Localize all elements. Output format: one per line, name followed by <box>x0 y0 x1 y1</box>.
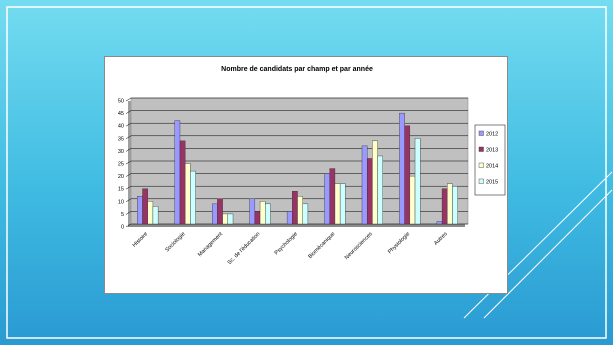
gridline-side <box>125 198 132 203</box>
bar <box>292 191 298 225</box>
bar <box>265 203 271 225</box>
x-tick-label: Management <box>197 231 224 258</box>
gridline-side <box>125 211 132 215</box>
bar <box>297 196 303 225</box>
bar <box>399 112 405 225</box>
gridline-side <box>125 122 132 127</box>
bar <box>259 201 266 225</box>
bar <box>404 125 411 225</box>
x-tick-label: Autres <box>433 231 449 247</box>
bar <box>441 188 448 225</box>
bar <box>447 183 453 225</box>
bar <box>334 183 341 225</box>
bar <box>147 201 154 225</box>
x-tick-label: Histoire <box>132 231 149 248</box>
bar <box>190 170 196 225</box>
y-tick-label: 5 <box>121 212 124 218</box>
bar <box>436 221 443 225</box>
bar <box>414 138 421 225</box>
y-tick-label: 50 <box>118 99 124 105</box>
legend-swatch <box>478 130 484 136</box>
y-tick-label: 40 <box>118 124 124 130</box>
y-tick-label: 30 <box>118 149 124 155</box>
y-tick-label: 25 <box>118 162 124 168</box>
legend: 2012 2013 2014 2015 <box>474 124 506 196</box>
legend-swatch <box>478 146 484 152</box>
bar <box>184 163 191 225</box>
legend-label: 2014 <box>486 164 498 170</box>
gridline-side <box>125 110 132 114</box>
y-tick-label: 10 <box>118 199 124 205</box>
y-tick-label: 35 <box>118 136 124 142</box>
decorative-line <box>483 189 613 319</box>
bar <box>302 203 309 225</box>
bar <box>137 196 143 225</box>
bar <box>324 173 330 225</box>
gridline-side <box>125 148 132 152</box>
bar <box>179 140 186 225</box>
bar <box>452 185 458 225</box>
gridline-side <box>125 135 132 140</box>
y-tick-label: 20 <box>118 174 124 180</box>
chart-title: Nombre de candidats par champ et par ann… <box>221 66 373 73</box>
bar <box>286 211 293 225</box>
x-tick-label: Neurosciences <box>344 231 374 261</box>
bar <box>222 213 229 225</box>
x-tick-label: Psychologie <box>274 231 299 256</box>
bar <box>339 183 346 225</box>
bar <box>174 120 181 225</box>
bar <box>372 140 378 225</box>
bar <box>249 198 256 225</box>
plot-wall-side <box>128 101 131 227</box>
bar <box>152 206 159 225</box>
x-tick-label: Physiologie <box>387 231 411 255</box>
legend-swatch <box>478 162 484 168</box>
x-tick-label: Biomécanique <box>307 231 336 260</box>
bar <box>366 158 373 225</box>
x-tick-label: Sc. de l'éducation <box>227 231 262 266</box>
bar <box>409 175 416 225</box>
y-tick-label: 0 <box>121 225 124 231</box>
x-tick-label: Sociologie <box>164 231 186 253</box>
bar-chart: Nombre de candidats par champ et par ann… <box>118 66 506 266</box>
gridline-side <box>125 223 132 228</box>
legend-label: 2012 <box>486 132 498 138</box>
bar <box>217 198 223 225</box>
legend-label: 2015 <box>486 180 498 186</box>
bar <box>361 145 368 225</box>
plot-floor <box>128 224 465 227</box>
legend-swatch <box>478 178 484 184</box>
bar <box>377 155 383 225</box>
bar <box>254 211 261 225</box>
y-tick-label: 15 <box>118 187 124 193</box>
chart-card: Nombre de candidats par champ et par ann… <box>104 56 508 294</box>
bar <box>227 213 234 225</box>
legend-label: 2013 <box>486 148 498 154</box>
gridline-side <box>125 173 132 177</box>
gridline-side <box>125 97 132 102</box>
slide-border <box>6 6 607 339</box>
gridline-side <box>125 185 132 190</box>
gridline-side <box>125 160 132 165</box>
y-tick-label: 45 <box>118 111 124 117</box>
bar <box>329 168 336 225</box>
bar <box>142 188 148 225</box>
bar <box>212 203 218 225</box>
